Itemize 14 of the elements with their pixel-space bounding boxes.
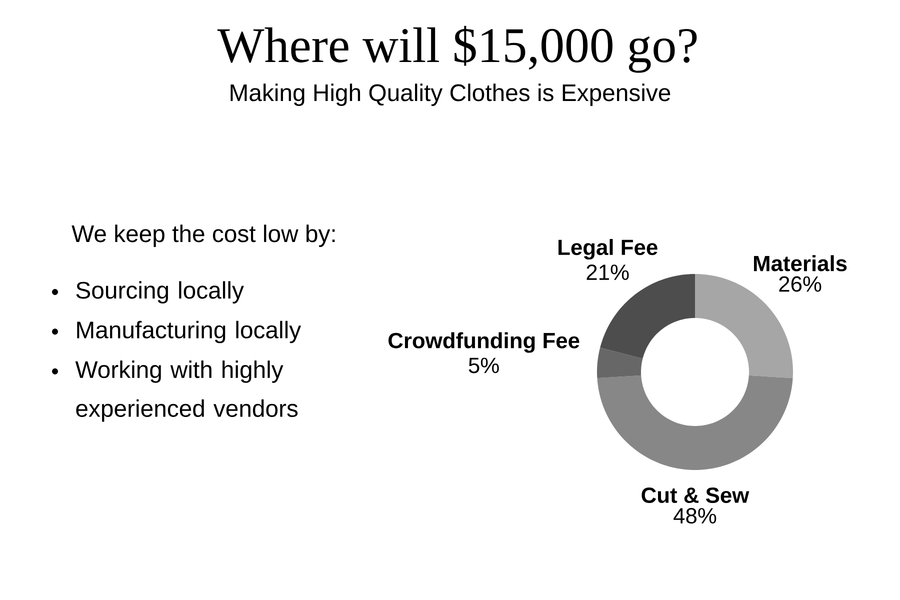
slice-label: Legal Fee	[558, 239, 658, 260]
text: Sourcing locally	[76, 281, 244, 304]
text: Working with highly experienced vendors	[75, 360, 298, 422]
text: Manufacturing locally	[77, 320, 302, 344]
chart-title: Where will $15,000 go?	[217, 26, 697, 73]
slice-label: Materials	[754, 255, 847, 272]
slice-label: Crowdfunding Fee	[388, 332, 580, 353]
text: We keep the cost low by:	[72, 224, 335, 247]
data-label: 26%	[779, 276, 822, 292]
data-label: 48%	[674, 508, 716, 524]
chart-subtitle: Making High Quality Clothes is Expensive	[230, 84, 670, 106]
data-label: 21%	[586, 264, 629, 280]
data-label: 5%	[468, 358, 499, 374]
slice-label: Cut & Sew	[642, 487, 750, 504]
